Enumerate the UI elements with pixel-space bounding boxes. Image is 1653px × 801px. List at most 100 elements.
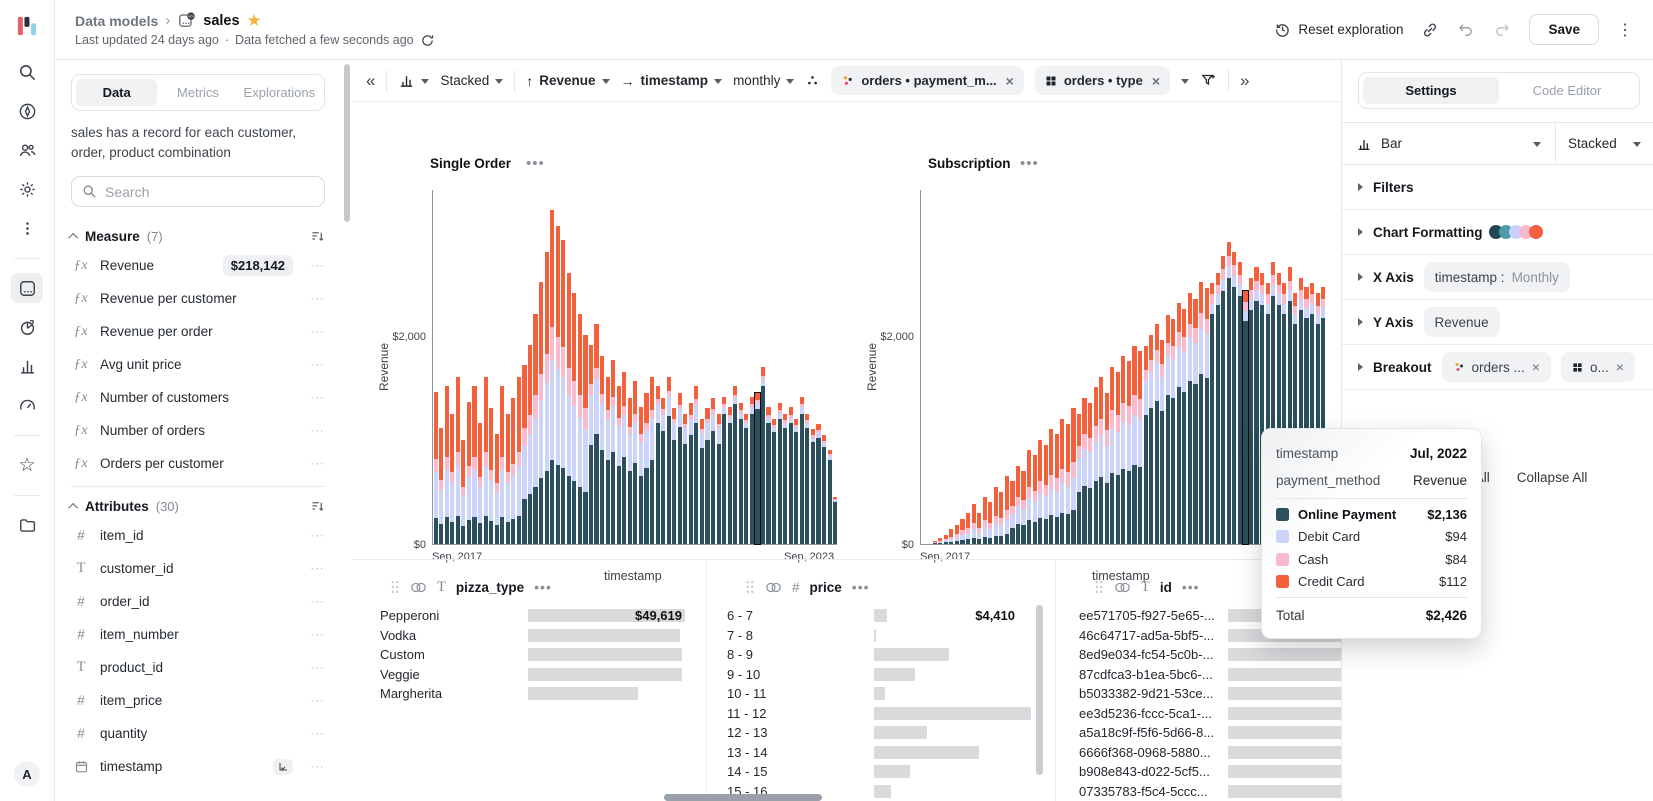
chart-bar[interactable] xyxy=(1143,345,1148,544)
chart-bar[interactable] xyxy=(544,251,549,544)
preview-value-row[interactable]: 07335783-f5c4-5ccc... xyxy=(1056,782,1341,801)
chart-bar[interactable] xyxy=(999,491,1004,544)
settings-nav-button[interactable] xyxy=(11,174,43,204)
row-more-options-icon[interactable]: ⋯ xyxy=(310,692,325,709)
preview-value-row[interactable]: Vodka xyxy=(352,626,706,646)
undo-icon[interactable] xyxy=(1457,21,1475,39)
panel-more-options-icon[interactable]: ••• xyxy=(851,579,870,595)
chart-bar[interactable] xyxy=(938,537,943,544)
chart-bar[interactable] xyxy=(583,335,588,544)
chart-bar[interactable] xyxy=(943,534,948,544)
chart-bar[interactable] xyxy=(1276,272,1281,544)
row-more-options-icon[interactable]: ⋯ xyxy=(310,422,325,439)
preview-value-row[interactable]: 9 - 10 xyxy=(707,665,1055,685)
chart-bar[interactable] xyxy=(821,435,827,544)
chart-more-options-icon[interactable]: ••• xyxy=(1020,155,1039,172)
stack-mode-dropdown[interactable]: Stacked xyxy=(1555,123,1653,164)
attribute-row[interactable]: # item_number ⋯ xyxy=(71,618,325,651)
chart-bar[interactable] xyxy=(561,240,566,544)
preview-value-row[interactable]: 6666f368-0968-5880... xyxy=(1056,743,1341,763)
chart-bar[interactable] xyxy=(505,413,510,544)
chart-bar[interactable] xyxy=(500,386,505,544)
chart-bar[interactable] xyxy=(600,356,605,544)
chart-bar[interactable] xyxy=(1187,293,1193,544)
chart-bar[interactable] xyxy=(683,413,688,544)
chart-bar[interactable] xyxy=(1271,262,1276,544)
save-button[interactable]: Save xyxy=(1529,14,1599,45)
chart-bar[interactable] xyxy=(1121,356,1126,544)
search-input[interactable] xyxy=(105,183,314,200)
chart-bar[interactable] xyxy=(716,413,721,544)
chart-bar[interactable] xyxy=(1248,277,1254,544)
chart-bar[interactable] xyxy=(1287,267,1292,544)
preview-value-row[interactable]: Veggie xyxy=(352,665,706,685)
x-axis-field-pill[interactable]: timestamp : Monthly xyxy=(1423,262,1570,292)
breakout-dots-icon[interactable] xyxy=(805,73,820,88)
chart-bar[interactable] xyxy=(988,502,993,544)
chart-bar[interactable] xyxy=(1210,282,1215,544)
measure-row[interactable]: ƒx Number of customers ⋯ xyxy=(71,381,325,414)
chart-bar[interactable] xyxy=(633,381,638,544)
explore-nav-button[interactable] xyxy=(11,96,43,126)
chart-bar[interactable] xyxy=(1038,439,1043,544)
chart-bar[interactable] xyxy=(1132,345,1137,544)
chart-bar-selected[interactable] xyxy=(1242,289,1249,546)
breadcrumb-data-models-link[interactable]: Data models xyxy=(75,12,159,29)
chart-bar[interactable] xyxy=(960,518,965,544)
preview-value-row[interactable]: 8ed9e034-fc54-5c0b-... xyxy=(1056,645,1341,665)
row-more-options-icon[interactable]: ⋯ xyxy=(310,527,325,544)
attribute-row[interactable]: # order_id ⋯ xyxy=(71,585,325,618)
panel-more-options-icon[interactable]: ••• xyxy=(534,579,552,595)
chart-bar[interactable] xyxy=(477,422,483,544)
chart-bar[interactable] xyxy=(1015,465,1021,544)
chart-bar[interactable] xyxy=(555,225,560,544)
chart-bar[interactable] xyxy=(772,418,777,544)
chart-bar[interactable] xyxy=(439,428,444,544)
tab-code-editor[interactable]: Code Editor xyxy=(1532,83,1602,98)
x-field-dropdown[interactable]: → timestamp xyxy=(621,73,723,89)
chart-bar[interactable] xyxy=(611,360,616,544)
row-more-options-icon[interactable]: ⋯ xyxy=(310,758,325,775)
chart-bar[interactable] xyxy=(588,344,594,544)
chart-bar[interactable] xyxy=(594,323,599,544)
chart-bar[interactable] xyxy=(677,392,682,544)
chart-bar[interactable] xyxy=(1099,376,1104,544)
row-more-options-icon[interactable]: ⋯ xyxy=(310,257,325,274)
chart-bar[interactable] xyxy=(1260,272,1265,544)
user-avatar[interactable]: A xyxy=(14,761,40,787)
chart-bar[interactable] xyxy=(965,512,971,544)
chart-bar[interactable] xyxy=(1104,392,1109,544)
chart-bar[interactable] xyxy=(533,314,538,544)
chart-bar[interactable] xyxy=(727,407,732,544)
chart-bar[interactable] xyxy=(511,397,516,544)
preview-value-row[interactable]: a5a18c9f-f5f6-5d66-8... xyxy=(1056,723,1341,743)
preview-value-row[interactable]: 7 - 8 xyxy=(707,626,1055,646)
chart-bar[interactable] xyxy=(1093,387,1098,544)
chart-bar[interactable] xyxy=(1110,366,1115,544)
section-y-axis[interactable]: Y Axis Revenue xyxy=(1342,300,1653,345)
stack-mode-dropdown[interactable]: Stacked xyxy=(440,73,504,88)
preview-value-row[interactable]: 12 - 13 xyxy=(707,723,1055,743)
preview-value-row[interactable]: 13 - 14 xyxy=(707,743,1055,763)
drag-handle-icon[interactable] xyxy=(390,580,400,594)
row-more-options-icon[interactable]: ⋯ xyxy=(310,626,325,643)
measure-row[interactable]: ƒx Revenue per order ⋯ xyxy=(71,315,325,348)
chart-bar[interactable] xyxy=(833,497,838,544)
chart-bar[interactable] xyxy=(694,386,699,544)
preview-value-row[interactable]: 87cdfca3-b1ea-5bc6-... xyxy=(1056,665,1341,685)
app-logo[interactable] xyxy=(11,11,43,41)
chart-bar[interactable] xyxy=(1027,450,1032,544)
chart-bar[interactable] xyxy=(494,434,499,544)
measure-row[interactable]: ƒx Number of orders ⋯ xyxy=(71,414,325,447)
chart-bar[interactable] xyxy=(1149,335,1154,544)
chart-bar[interactable] xyxy=(483,376,488,544)
row-more-options-icon[interactable]: ⋯ xyxy=(310,323,325,340)
preview-value-row[interactable]: 11 - 12 xyxy=(707,704,1055,724)
users-nav-button[interactable] xyxy=(11,135,43,165)
folders-nav-button[interactable] xyxy=(11,510,43,540)
chart-bar[interactable] xyxy=(954,525,960,544)
section-chart-formatting[interactable]: Chart Formatting xyxy=(1342,210,1653,255)
remove-pill-icon[interactable]: × xyxy=(1151,72,1161,89)
chart-bar[interactable] xyxy=(1254,267,1259,544)
chart-bar[interactable] xyxy=(1049,429,1054,544)
